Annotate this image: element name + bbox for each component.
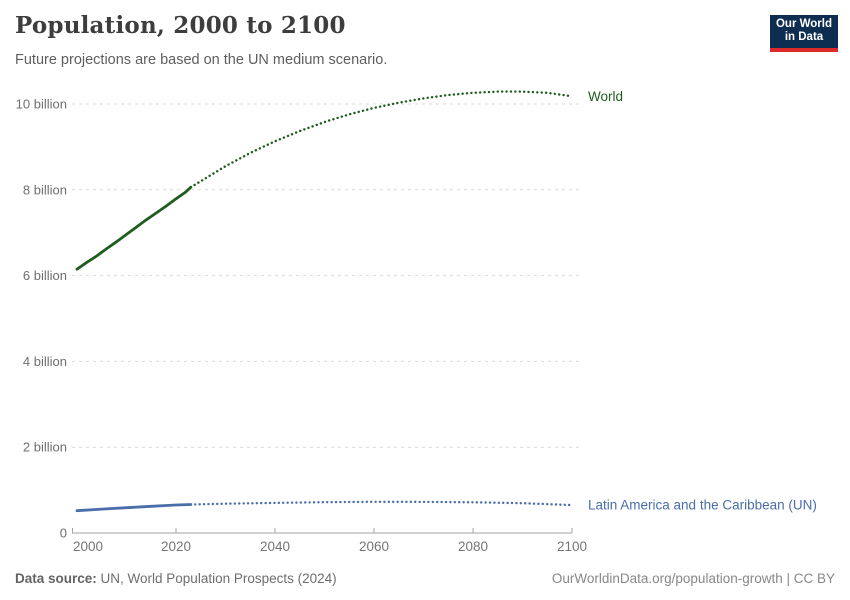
y-axis-label-0: 0	[60, 526, 67, 541]
x-axis-label-2100: 2100	[557, 539, 587, 554]
y-axis-label-2: 2 billion	[23, 440, 67, 455]
chart-subtitle: Future projections are based on the UN m…	[15, 52, 388, 68]
page-title: Population, 2000 to 2100	[15, 12, 346, 39]
series-line-projection-world	[189, 90, 574, 189]
series-label-world[interactable]: World	[588, 89, 623, 104]
x-axis-label-2020: 2020	[161, 539, 191, 554]
owid-logo[interactable]: Our World in Data	[770, 15, 838, 52]
owid-logo-line1: Our World	[775, 18, 832, 30]
series-line-historical-world	[75, 185, 193, 271]
y-axis-label-6: 6 billion	[23, 268, 67, 283]
data-source: Data source: UN, World Population Prospe…	[15, 571, 337, 586]
x-axis-label-2080: 2080	[458, 539, 488, 554]
x-axis-label-2040: 2040	[260, 539, 290, 554]
data-source-label: Data source:	[15, 571, 97, 586]
series-label-latin-america-and-the-caribbean-un-[interactable]: Latin America and the Caribbean (UN)	[588, 498, 817, 513]
x-axis-label-2000: 2000	[73, 539, 103, 554]
x-axis-label-2060: 2060	[359, 539, 389, 554]
chart-footer: Data source: UN, World Population Prospe…	[15, 571, 835, 586]
y-axis-label-8: 8 billion	[23, 182, 67, 197]
series-line-projection-latin-america-and-the-caribbean-un-	[189, 500, 574, 507]
data-source-value: UN, World Population Prospects (2024)	[96, 571, 337, 586]
y-axis-label-10: 10 billion	[16, 97, 67, 112]
owid-url-link[interactable]: OurWorldinData.org/population-growth | C…	[551, 571, 835, 586]
owid-logo-line2: in Data	[784, 31, 824, 43]
y-axis-label-4: 4 billion	[23, 354, 67, 369]
series-line-historical-latin-america-and-the-caribbean-un-	[75, 503, 193, 513]
